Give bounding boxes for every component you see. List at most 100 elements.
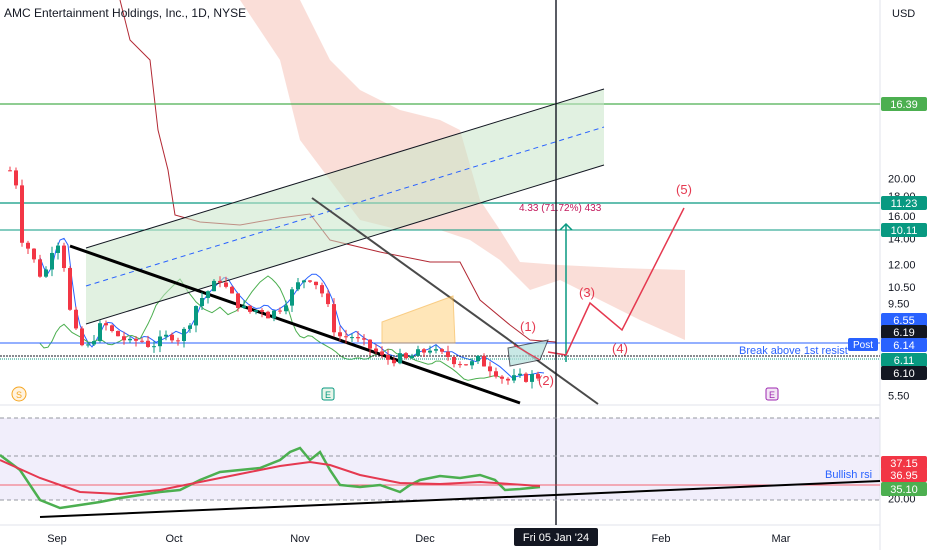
candle-body-46 xyxy=(284,305,288,312)
measure-label: 4.33 (71.72%) 433 xyxy=(519,203,602,214)
candle-body-86 xyxy=(524,373,528,382)
candle-body-11 xyxy=(74,309,78,329)
price-tick-4: 12.00 xyxy=(888,259,916,271)
candle-body-72 xyxy=(440,349,444,352)
candle-body-52 xyxy=(320,285,324,294)
wave-label-3: (3) xyxy=(579,285,595,300)
post-label: Post xyxy=(848,338,878,351)
candle-body-10 xyxy=(68,268,72,310)
candle-body-29 xyxy=(182,328,186,341)
candle-body-5 xyxy=(38,259,42,277)
candle-body-14 xyxy=(92,341,96,345)
price-label-0: 16.39 xyxy=(890,99,918,111)
candle-body-68 xyxy=(416,349,420,356)
event-marker-s[interactable]: S xyxy=(11,386,27,402)
bull-flag[interactable] xyxy=(381,295,456,344)
wave-path-start xyxy=(513,344,541,361)
wedge-lower-line[interactable] xyxy=(69,244,521,405)
event-marker-e1[interactable]: E xyxy=(321,387,335,401)
currency-label: USD xyxy=(892,8,915,20)
candle-body-12 xyxy=(80,328,84,346)
candle-body-24 xyxy=(152,346,156,348)
candle-body-51 xyxy=(314,281,318,286)
candle-body-18 xyxy=(116,331,120,337)
candle-body-31 xyxy=(194,306,198,326)
break-above-text: Break above 1st resist xyxy=(739,345,848,357)
candle-body-32 xyxy=(200,298,204,307)
time-tick-sep: Sep xyxy=(47,533,67,545)
candle-body-13 xyxy=(86,344,90,346)
channel-median xyxy=(85,126,605,287)
bullish-rsi-text: Bullish rsi xyxy=(825,469,872,481)
candle-body-85 xyxy=(518,373,522,376)
candle-body-34 xyxy=(212,280,216,292)
candle-body-8 xyxy=(56,245,60,253)
rsi-label-box-0 xyxy=(881,456,927,470)
candle-body-71 xyxy=(434,349,438,351)
price-tick-9: 5.50 xyxy=(888,391,909,403)
candle-body-27 xyxy=(170,334,174,341)
candle-body-25 xyxy=(158,336,162,347)
price-tick-6: 9.50 xyxy=(888,299,909,311)
price-label-2: 10.11 xyxy=(891,225,918,237)
channel-lower[interactable] xyxy=(85,164,605,325)
rsi-trendline[interactable] xyxy=(39,480,881,518)
candle-body-17 xyxy=(110,325,114,332)
rsi-line xyxy=(0,446,541,510)
channel-upper[interactable] xyxy=(85,88,605,249)
candle-body-23 xyxy=(146,340,150,347)
candle-body-0 xyxy=(8,170,12,172)
candle-body-83 xyxy=(506,378,510,381)
candle-body-53 xyxy=(326,293,330,305)
event-marker-e2-label: E xyxy=(769,390,775,400)
candle-body-43 xyxy=(266,311,270,319)
time-tick-feb: Feb xyxy=(652,533,671,545)
candle-body-75 xyxy=(458,364,462,366)
price-tick-2: 16.00 xyxy=(888,211,916,223)
candle-body-36 xyxy=(224,282,228,287)
wave-label-2: (2) xyxy=(538,373,554,388)
wave-labels: (1) (2) (3) (4) (5) xyxy=(520,182,692,388)
candle-body-6 xyxy=(44,269,48,277)
candle-body-67 xyxy=(410,355,414,359)
candle-body-2 xyxy=(20,185,24,243)
time-tick-nov: Nov xyxy=(290,533,310,545)
candle-body-79 xyxy=(482,355,486,367)
price-axis[interactable]: 20.0018.0016.0014.0012.0010.509.508.507.… xyxy=(888,174,916,403)
wedge-upper-line[interactable] xyxy=(311,197,599,405)
candle-body-30 xyxy=(188,325,192,329)
rsi-ma-line xyxy=(0,459,541,496)
candle-body-64 xyxy=(392,359,396,364)
candle-body-70 xyxy=(428,350,432,353)
candle-body-59 xyxy=(362,338,366,340)
candle-body-88 xyxy=(536,374,540,379)
price-tick-0: 20.00 xyxy=(888,174,916,186)
candle-body-81 xyxy=(494,371,498,377)
rsi-label-1: 36.95 xyxy=(890,470,918,482)
rsi-tick-3: 20.00 xyxy=(888,494,916,506)
rsi-label-0: 37.15 xyxy=(890,458,918,470)
time-tick-oct: Oct xyxy=(165,533,182,545)
wave-label-4: (4) xyxy=(612,341,628,356)
time-axis[interactable]: Sep Oct Nov Dec Feb Mar xyxy=(47,533,791,545)
wave-projection-path[interactable] xyxy=(547,207,685,356)
candle-body-7 xyxy=(50,252,54,270)
candle-body-21 xyxy=(134,338,138,341)
candle-body-40 xyxy=(248,305,252,312)
candle-body-15 xyxy=(98,323,102,342)
candle-body-33 xyxy=(206,291,210,299)
candle-body-69 xyxy=(422,349,426,353)
candlestick-series xyxy=(8,166,540,389)
candle-body-26 xyxy=(164,334,168,337)
candle-body-16 xyxy=(104,323,108,326)
price-label-4: 6.19 xyxy=(893,327,914,339)
cursor-date-label: Fri 05 Jan '24 xyxy=(514,528,598,546)
price-labels: 16.39 11.23 10.11 6.556.196.14 6.116.10 xyxy=(881,97,927,380)
candle-body-47 xyxy=(290,289,294,306)
event-marker-e2[interactable]: E xyxy=(765,387,779,401)
candle-body-45 xyxy=(278,310,282,312)
price-label-3: 6.55 xyxy=(893,315,914,327)
